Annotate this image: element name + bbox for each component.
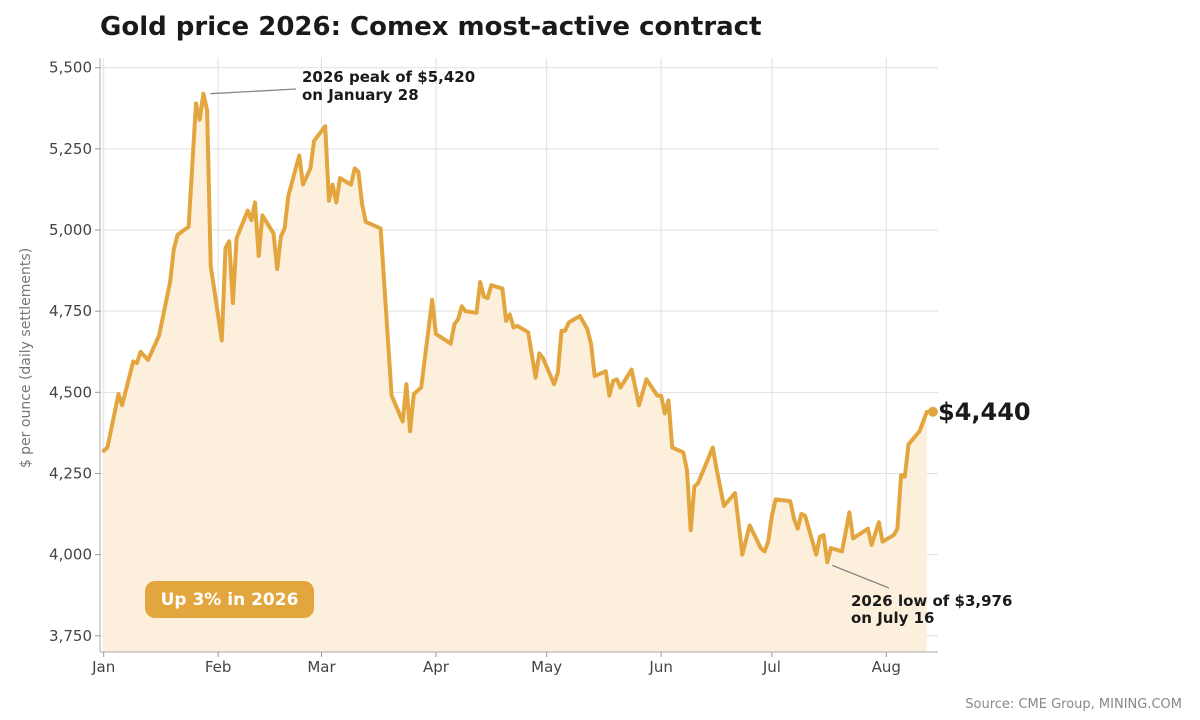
y-tick-label: 4,750 <box>49 302 92 320</box>
low-annotation: 2026 low of $3,976 on July 16 <box>851 592 1018 627</box>
x-tick-label: Jun <box>648 658 672 676</box>
y-tick-label: 4,000 <box>49 546 92 564</box>
y-tick-label: 5,000 <box>49 221 92 239</box>
chart-title: Gold price 2026: Comex most-active contr… <box>100 12 762 42</box>
ytd-change-badge-background <box>145 581 314 618</box>
y-tick-label: 3,750 <box>49 627 92 645</box>
price-line <box>101 91 929 565</box>
x-tick-label: Aug <box>872 658 901 676</box>
axes <box>99 58 938 653</box>
x-tick-label: Jan <box>91 658 115 676</box>
x-axis-ticks: Jan Feb Mar Apr May Jun Jul Aug <box>91 652 901 676</box>
y-tick-label: 4,500 <box>49 383 92 401</box>
peak-annotation-leader <box>210 88 297 95</box>
low-annotation-line-1: 2026 low of $3,976 <box>851 592 1012 610</box>
ytd-change-badge: Up 3% in 2026 <box>145 581 314 618</box>
price-area-fill <box>103 93 927 652</box>
peak-annotation: 2026 peak of $5,420 on January 28 <box>302 68 480 104</box>
ytd-change-badge-text: Up 3% in 2026 <box>161 590 299 610</box>
y-tick-label: 5,250 <box>49 140 92 158</box>
x-tick-label: Feb <box>205 658 232 676</box>
x-tick-label: Apr <box>423 658 450 676</box>
low-annotation-line-2: on July 16 <box>851 609 934 627</box>
peak-annotation-line-1: 2026 peak of $5,420 <box>302 68 475 86</box>
y-axis-ticks: 3,750 4,000 4,250 4,500 4,750 5,000 5,250 5,500 <box>49 59 100 645</box>
x-tick-label: Mar <box>307 658 336 676</box>
x-tick-label: Jul <box>762 658 781 676</box>
y-tick-label: 5,500 <box>49 59 92 77</box>
y-tick-label: 4,250 <box>49 464 92 482</box>
x-tick-label: May <box>531 658 562 676</box>
source-note: Source: CME Group, MINING.COM <box>965 697 1182 712</box>
last-price-marker <box>927 406 938 417</box>
last-price-label: $4,440 <box>938 398 1031 426</box>
peak-annotation-line-2: on January 28 <box>302 86 419 104</box>
y-axis-label: $ per ounce (daily settlements) <box>18 248 34 468</box>
low-annotation-leader <box>832 564 890 589</box>
